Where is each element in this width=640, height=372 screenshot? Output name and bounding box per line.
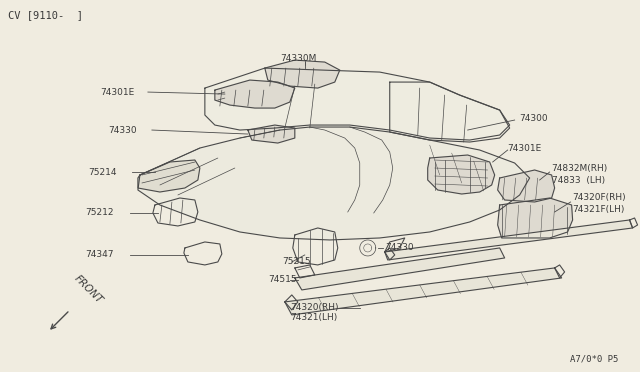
Polygon shape — [215, 80, 295, 108]
Text: 74833  (LH): 74833 (LH) — [552, 176, 605, 185]
Text: 75212: 75212 — [85, 208, 113, 218]
Text: 74301E: 74301E — [100, 87, 134, 97]
Text: 74347: 74347 — [85, 250, 113, 259]
Polygon shape — [285, 268, 562, 315]
Text: 74320F(RH): 74320F(RH) — [573, 193, 626, 202]
Polygon shape — [295, 248, 505, 290]
Text: 74301E: 74301E — [508, 144, 542, 153]
Polygon shape — [385, 220, 632, 260]
Text: 74330M: 74330M — [280, 54, 316, 62]
Text: CV [9110-  ]: CV [9110- ] — [8, 10, 83, 20]
Text: 74330: 74330 — [385, 243, 413, 253]
Text: 74321F(LH): 74321F(LH) — [573, 205, 625, 215]
Text: 74330: 74330 — [108, 125, 136, 135]
Text: A7/0*0 P5: A7/0*0 P5 — [570, 355, 618, 364]
Polygon shape — [498, 198, 573, 238]
Text: 74832M(RH): 74832M(RH) — [552, 164, 608, 173]
Polygon shape — [138, 160, 200, 192]
Polygon shape — [138, 127, 530, 240]
Text: 74515: 74515 — [268, 275, 296, 285]
Polygon shape — [498, 170, 555, 202]
Text: FRONT: FRONT — [72, 274, 104, 306]
Polygon shape — [265, 60, 340, 88]
Text: 74300: 74300 — [520, 113, 548, 122]
Text: 74320(RH): 74320(RH) — [290, 304, 339, 312]
Text: 75214: 75214 — [88, 167, 116, 176]
Polygon shape — [428, 155, 495, 194]
Polygon shape — [205, 68, 509, 140]
Polygon shape — [248, 125, 295, 143]
Text: 74321(LH): 74321(LH) — [290, 314, 337, 323]
Text: 75215: 75215 — [282, 257, 310, 266]
